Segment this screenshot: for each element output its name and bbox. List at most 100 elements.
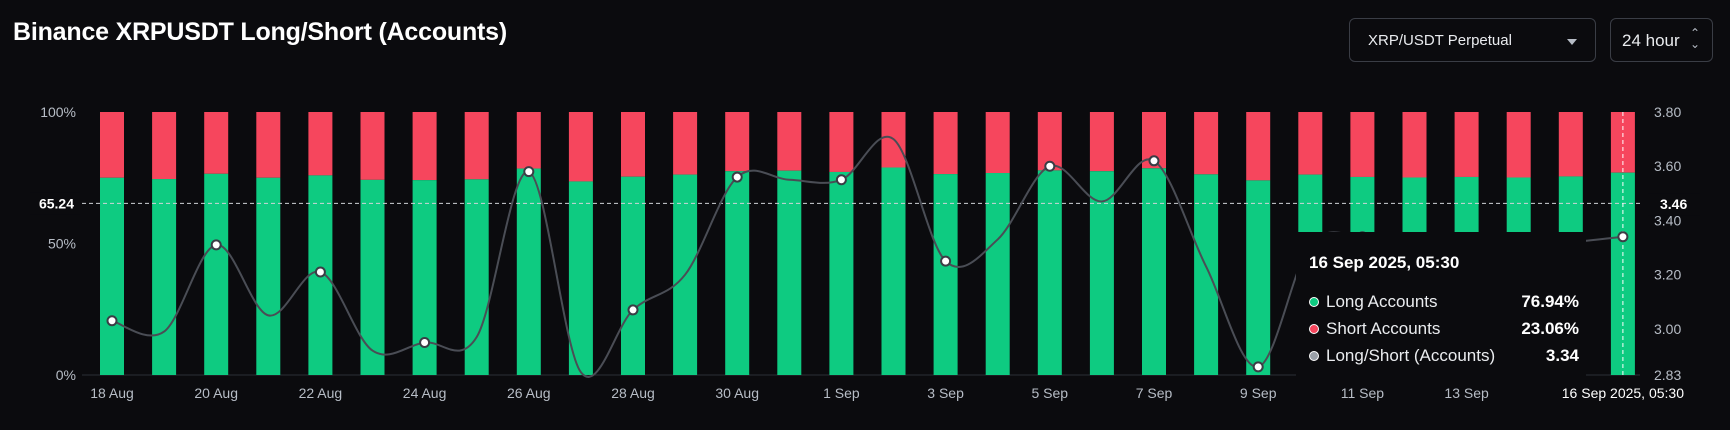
ratio-point bbox=[523, 166, 535, 178]
symbol-select[interactable]: XRP/USDT Perpetual bbox=[1349, 18, 1596, 62]
long-bar bbox=[360, 179, 385, 375]
x-axis-tick: 1 Sep bbox=[823, 385, 860, 401]
right-axis-tick: 3.20 bbox=[1654, 267, 1681, 283]
ratio-point bbox=[314, 266, 326, 278]
short-bar bbox=[152, 112, 177, 180]
period-select-value: 24 hour bbox=[1622, 31, 1680, 50]
left-axis-tick: 0% bbox=[56, 367, 76, 383]
tooltip-long-label: Long Accounts bbox=[1326, 292, 1438, 311]
long-bar bbox=[204, 173, 229, 375]
ratio-point bbox=[835, 174, 847, 186]
ratio-point bbox=[1617, 231, 1629, 243]
long-bar bbox=[933, 174, 958, 375]
long-bar bbox=[1246, 180, 1271, 375]
tooltip-ratio-value: 3.34 bbox=[1545, 346, 1579, 365]
long-bar bbox=[829, 171, 854, 375]
x-axis-tick: 20 Aug bbox=[194, 385, 238, 401]
short-bar bbox=[1089, 112, 1114, 172]
x-axis-tick: 13 Sep bbox=[1444, 385, 1489, 401]
right-crosshair-label: 3.46 bbox=[1660, 196, 1687, 212]
long-bar bbox=[1089, 171, 1114, 375]
right-axis-tick: 2.83 bbox=[1654, 367, 1681, 383]
period-select[interactable]: 24 hour ⌃ ⌄ bbox=[1610, 18, 1713, 62]
short-bar bbox=[621, 112, 645, 177]
long-bar bbox=[881, 167, 906, 375]
tooltip-short-value: 23.06% bbox=[1521, 319, 1579, 338]
short-bar bbox=[256, 112, 281, 178]
left-crosshair-label: 65.24 bbox=[39, 195, 74, 211]
long-bar bbox=[256, 177, 281, 375]
short-bar bbox=[1298, 112, 1323, 175]
tooltip-ratio-label: Long/Short (Accounts) bbox=[1326, 346, 1496, 365]
x-axis-tick: 24 Aug bbox=[403, 385, 447, 401]
long-bar bbox=[100, 177, 124, 375]
ratio-point bbox=[1252, 361, 1264, 373]
tooltip-long-value: 76.94% bbox=[1521, 292, 1579, 311]
left-axis-tick: 50% bbox=[48, 236, 76, 252]
long-bar bbox=[1037, 170, 1062, 375]
short-bar bbox=[1350, 112, 1375, 177]
ratio-point bbox=[419, 336, 431, 348]
left-axis-tick: 100% bbox=[40, 104, 76, 120]
short-bar bbox=[568, 112, 593, 182]
ratio-point bbox=[210, 239, 222, 251]
right-axis-tick: 3.80 bbox=[1654, 104, 1681, 120]
long-bar bbox=[1142, 168, 1166, 375]
short-bar bbox=[673, 112, 698, 175]
ratio-point bbox=[106, 315, 118, 327]
short-bar bbox=[1506, 112, 1531, 178]
ratio-dot-icon bbox=[1309, 351, 1319, 361]
x-axis-tick: 26 Aug bbox=[507, 385, 551, 401]
long-bar bbox=[777, 170, 802, 375]
caret-down-icon bbox=[1567, 39, 1577, 45]
x-axis-tick: 11 Sep bbox=[1341, 385, 1385, 401]
long-dot-icon bbox=[1309, 297, 1319, 307]
short-bar bbox=[1037, 112, 1062, 171]
long-bar bbox=[516, 168, 541, 375]
ratio-point bbox=[1044, 160, 1056, 172]
short-bar bbox=[1454, 112, 1479, 177]
x-axis-tick: 22 Aug bbox=[299, 385, 343, 401]
tooltip-short-label: Short Accounts bbox=[1326, 319, 1441, 338]
short-dot-icon bbox=[1309, 324, 1319, 334]
x-axis-tick: 7 Sep bbox=[1136, 385, 1173, 401]
short-bar bbox=[777, 112, 802, 171]
long-bar bbox=[568, 181, 593, 375]
x-axis-tick: 28 Aug bbox=[611, 385, 655, 401]
long-bar bbox=[1194, 174, 1219, 375]
right-axis-tick: 3.40 bbox=[1654, 212, 1681, 228]
x-axis-tick: 30 Aug bbox=[715, 385, 759, 401]
short-bar bbox=[829, 112, 854, 172]
long-bar bbox=[152, 179, 177, 375]
long-bar bbox=[621, 176, 645, 375]
short-bar bbox=[516, 112, 541, 169]
short-bar bbox=[1558, 112, 1583, 177]
ratio-point bbox=[731, 171, 743, 183]
right-axis-tick: 3.60 bbox=[1654, 158, 1681, 174]
right-axis-tick: 3.00 bbox=[1654, 321, 1681, 337]
short-bar bbox=[464, 112, 489, 180]
short-bar bbox=[1402, 112, 1427, 178]
tooltip-row-short: Short Accounts 23.06% bbox=[1309, 319, 1579, 341]
short-bar bbox=[1194, 112, 1219, 175]
ratio-point bbox=[940, 255, 952, 267]
x-axis-tick: 3 Sep bbox=[927, 385, 964, 401]
x-axis-tick: 16 Sep 2025, 05:30 bbox=[1562, 385, 1684, 401]
short-bar bbox=[1246, 112, 1271, 181]
short-bar bbox=[100, 112, 124, 178]
page-title: Binance XRPUSDT Long/Short (Accounts) bbox=[13, 18, 508, 46]
short-bar bbox=[360, 112, 385, 180]
x-axis-tick: 18 Aug bbox=[90, 385, 134, 401]
short-bar bbox=[933, 112, 958, 175]
short-bar bbox=[308, 112, 333, 176]
short-bar bbox=[204, 112, 229, 174]
short-bar bbox=[985, 112, 1010, 174]
long-bar bbox=[725, 171, 750, 375]
x-axis-tick: 5 Sep bbox=[1032, 385, 1069, 401]
long-bar bbox=[985, 173, 1010, 375]
x-axis-tick: 9 Sep bbox=[1240, 385, 1277, 401]
tooltip-row-ratio: Long/Short (Accounts) 3.34 bbox=[1309, 346, 1579, 368]
tooltip-title: 16 Sep 2025, 05:30 bbox=[1309, 253, 1460, 272]
short-bar bbox=[412, 112, 437, 181]
short-bar bbox=[725, 112, 750, 172]
